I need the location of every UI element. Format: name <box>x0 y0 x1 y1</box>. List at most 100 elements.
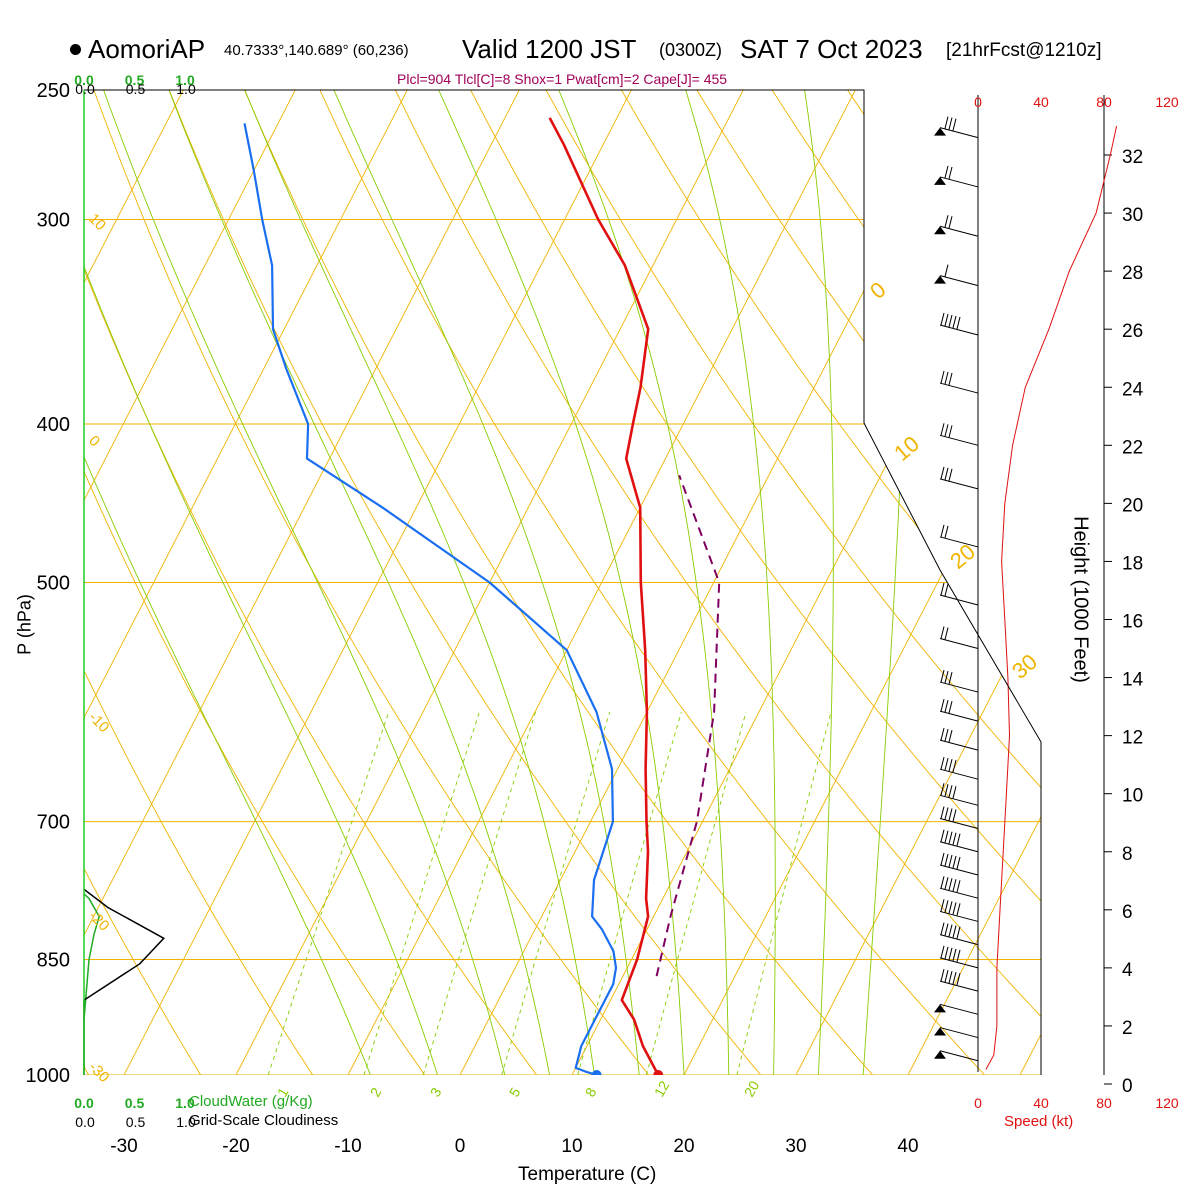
wind-barb-feather <box>956 880 961 893</box>
wind-barb-feather <box>944 371 949 385</box>
wind-barb-feather <box>940 728 945 741</box>
cloud-water-bottom-tick: 0.5 <box>125 1095 145 1111</box>
wind-barb-feather <box>940 829 945 842</box>
wind-barb-feather <box>944 830 949 843</box>
wind-barb-feather <box>940 669 945 683</box>
wind-barb-flag <box>934 226 946 235</box>
theta-label: 30 <box>1007 649 1042 684</box>
height-tick-label: 22 <box>1122 437 1143 458</box>
series-temperature-line <box>548 117 660 1075</box>
valid-date: SAT 7 Oct 2023 <box>740 34 923 64</box>
wind-barb-feather <box>944 946 949 959</box>
temperature-tick-label: 30 <box>785 1136 806 1157</box>
wind-barb-feather <box>940 524 945 538</box>
speed-tick-label-bottom: 120 <box>1155 1095 1179 1111</box>
wind-barb-feather <box>940 757 945 770</box>
mixing-ratio-label: 5 <box>506 1085 524 1100</box>
isotherm-line <box>1019 90 1041 1075</box>
wind-barb-staff <box>939 910 979 922</box>
wind-barb-feather <box>948 785 953 798</box>
wind-barb-staff <box>939 681 979 693</box>
height-tick-label: 18 <box>1122 553 1143 574</box>
pressure-tick-label: 250 <box>37 80 70 102</box>
wind-barb-feather <box>956 949 961 962</box>
wind-barb-staff <box>939 864 979 876</box>
wind-barb-staff <box>939 841 979 853</box>
speed-tick-label-top: 120 <box>1155 94 1179 110</box>
moist-adiabat-line <box>103 90 506 1075</box>
moist-adiabat-line <box>804 90 834 1075</box>
temperature-tick-label: 40 <box>897 1136 918 1157</box>
wind-barb <box>939 968 979 992</box>
pressure-tick-label: 500 <box>37 573 70 595</box>
pressure-tick-label: 400 <box>37 414 70 436</box>
speed-tick-label-top: 0 <box>974 94 982 110</box>
wind-barb-feather <box>940 968 945 982</box>
wind-barb-feather <box>944 729 949 742</box>
mixing-ratio-label: 8 <box>582 1085 600 1100</box>
wind-barb-flag <box>934 1004 946 1013</box>
wind-barb-feather <box>948 117 953 130</box>
isotherm-label: -20 <box>85 907 112 934</box>
dry-adiabat-line <box>545 90 1041 1075</box>
valid-time: Valid 1200 JST <box>462 34 637 64</box>
wind-barb <box>934 116 979 139</box>
temperature-tick-label: -10 <box>334 1136 361 1157</box>
wind-barb-feather <box>944 784 949 797</box>
cloudiness-bottom-tick: 0.5 <box>126 1114 146 1130</box>
cloud-water-top-tick: 1.0 <box>175 72 195 88</box>
wind-barb <box>939 829 979 853</box>
wind-barb-staff <box>939 710 979 722</box>
temperature-tick-label: -30 <box>110 1136 137 1157</box>
wind-barb-feather <box>948 671 953 685</box>
wind-barb-feather <box>948 216 953 229</box>
speed-tick-label-bottom: 80 <box>1096 1095 1112 1111</box>
wind-barb-flag <box>934 176 946 185</box>
isotherm-line <box>84 90 296 1075</box>
wind-barb-feather <box>940 423 945 436</box>
wind-barb-staff <box>939 934 979 946</box>
wind-barb <box>934 264 979 287</box>
wind-barb-feather <box>948 924 953 937</box>
wind-barb-feather <box>956 316 961 330</box>
wind-barb-feather <box>940 626 945 639</box>
wind-barb <box>939 524 979 548</box>
cloudiness-bottom-tick: 0.0 <box>75 1114 95 1130</box>
wind-barb <box>939 757 979 780</box>
dry-adiabat-line <box>168 90 762 1075</box>
wind-barb-feather <box>952 925 957 938</box>
theta-label: 0 <box>865 277 890 304</box>
plot-frame <box>84 89 1042 1075</box>
temperature-tick-label: 20 <box>673 1136 694 1157</box>
wind-barb <box>939 423 979 446</box>
wind-barb-staff <box>939 794 979 806</box>
wind-barb-feather <box>944 165 949 179</box>
sounding-indices: Plcl=904 Tlcl[C]=8 Shox=1 Pwat[cm]=2 Cap… <box>397 71 728 87</box>
temperature-tick-label: 10 <box>561 1136 582 1157</box>
wind-barb-feather <box>948 878 953 891</box>
wind-barb-feather <box>940 852 945 866</box>
height-tick-label: 30 <box>1122 205 1143 226</box>
wind-barb <box>939 582 979 606</box>
height-tick-label: 28 <box>1122 263 1143 284</box>
wind-barb <box>939 806 979 830</box>
dry-adiabat-line <box>84 90 314 1075</box>
wind-barb-feather <box>948 901 953 914</box>
wind-barb-feather <box>948 468 953 481</box>
wind-barb-feather <box>952 948 957 961</box>
wind-barb <box>939 852 979 876</box>
pressure-tick-label: 850 <box>37 950 70 972</box>
wind-barb <box>934 1027 979 1039</box>
forecast-info: [21hrFcst@1210z] <box>946 40 1102 61</box>
wind-barb-feather <box>948 854 953 868</box>
pressure-tick-label: 700 <box>37 812 70 834</box>
wind-barb-feather <box>940 922 945 935</box>
wind-barb-feather <box>944 313 949 327</box>
dry-adiabat-line <box>470 90 1041 1075</box>
speed-tick-label-top: 40 <box>1033 94 1049 110</box>
wind-barb-staff <box>939 127 979 139</box>
wind-barb-feather <box>944 807 949 820</box>
wind-barb <box>939 876 979 899</box>
wind-barb-feather <box>940 312 945 326</box>
